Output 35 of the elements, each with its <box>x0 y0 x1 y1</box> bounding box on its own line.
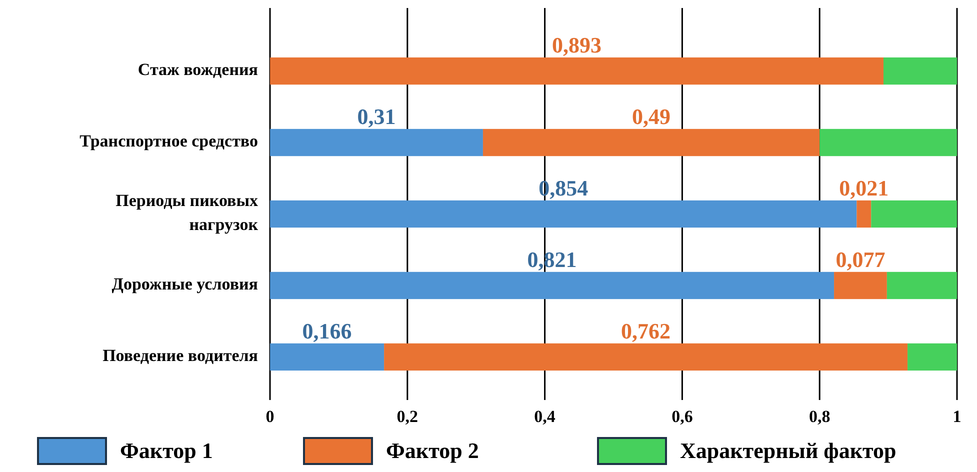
data-label: 0,49 <box>632 104 671 129</box>
y-tick-label: Стаж вождения <box>138 60 258 79</box>
bar <box>856 200 872 228</box>
bar <box>270 200 857 228</box>
x-tick-label: 0,6 <box>672 407 693 426</box>
x-tick-label: 0 <box>266 407 274 426</box>
y-tick-label: Поведение водителя <box>102 346 258 365</box>
x-tick-label: 0,8 <box>808 407 830 426</box>
data-label: 0,893 <box>552 32 602 58</box>
bar <box>270 272 834 300</box>
bar <box>270 128 483 156</box>
bar <box>270 343 384 371</box>
legend-label: Фактор 1 <box>120 438 213 463</box>
bar <box>384 343 908 371</box>
x-tick-label: 0,2 <box>396 407 418 426</box>
data-label: 0,166 <box>302 318 352 344</box>
y-tick-label: Периоды пиковых нагрузок <box>116 190 258 234</box>
data-label: 0,31 <box>357 104 396 129</box>
bar <box>908 343 957 371</box>
bar <box>834 272 887 300</box>
bar <box>883 57 957 85</box>
data-label: 0,762 <box>621 318 671 344</box>
legend-label: Фактор 2 <box>386 438 479 463</box>
bar <box>270 57 884 85</box>
bar <box>871 200 957 228</box>
y-tick-label: Транспортное средство <box>80 131 258 150</box>
bar <box>820 128 957 156</box>
y-tick-label: Дорожные условия <box>112 274 258 294</box>
x-tick-label: 1 <box>952 407 962 426</box>
bar <box>886 272 957 300</box>
legend-label: Характерный фактор <box>680 438 896 463</box>
x-tick-label: 0,4 <box>534 407 556 426</box>
bar <box>482 128 820 156</box>
data-label: 0,077 <box>836 246 886 272</box>
data-label: 0,021 <box>839 175 889 200</box>
